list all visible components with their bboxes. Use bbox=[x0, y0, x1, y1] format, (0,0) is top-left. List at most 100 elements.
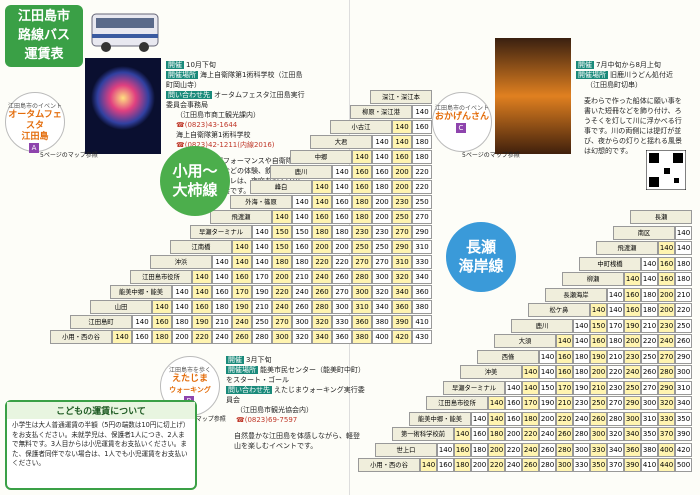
event-line: 問い合わせ先 オータムフェスタ江田島実行委員会事務局 bbox=[166, 90, 306, 110]
event-value: 海上自衛隊第1術科学校（江田島町岡山寺） bbox=[166, 71, 303, 89]
fare-cell: 360 bbox=[624, 442, 641, 457]
fare-cell: 380 bbox=[352, 330, 372, 344]
fare-cell: 220 bbox=[607, 365, 624, 379]
event-tel: ☎(0823)42-1211(内線2016) bbox=[176, 141, 275, 149]
fare-cell: 420 bbox=[392, 330, 412, 344]
fare-cell: 180 bbox=[488, 427, 505, 441]
fare-cell: 140 bbox=[675, 241, 692, 255]
fare-cell: 180 bbox=[332, 225, 352, 239]
fare-cell: 180 bbox=[607, 334, 624, 348]
fare-cell: 180 bbox=[352, 210, 372, 224]
fare-cell: 160 bbox=[152, 315, 172, 329]
fare-cell: 180 bbox=[172, 315, 192, 329]
fare-cell: 140 bbox=[573, 318, 590, 333]
fare-cell: 270 bbox=[412, 210, 432, 224]
fare-cell: 160 bbox=[505, 411, 522, 426]
fare-cell: 350 bbox=[590, 458, 607, 472]
fare-cell: 280 bbox=[252, 330, 272, 344]
fare-cell: 200 bbox=[272, 270, 292, 284]
fare-cell: 260 bbox=[292, 300, 312, 314]
event-key: 開催場所 bbox=[576, 71, 608, 79]
stop-label: 南区 bbox=[613, 225, 675, 240]
stop-label: 柳瀬 bbox=[562, 272, 624, 286]
fare-cell: 360 bbox=[332, 330, 352, 344]
fare-cell: 240 bbox=[658, 334, 675, 348]
fare-cell: 280 bbox=[556, 442, 573, 457]
fare-cell: 140 bbox=[372, 135, 392, 149]
stop-label: 江田島市役所 bbox=[426, 396, 488, 410]
fare-cell: 220 bbox=[675, 303, 692, 317]
qr-code bbox=[646, 150, 686, 190]
stop-label: 小用・西の谷 bbox=[50, 330, 112, 344]
fare-cell: 140 bbox=[505, 380, 522, 395]
fare-cell: 190 bbox=[539, 396, 556, 410]
fare-cell: 200 bbox=[372, 195, 392, 209]
event-tel: ☎(0823)43-1644 bbox=[176, 121, 238, 129]
stop-label: 早瀬ターミナル bbox=[190, 225, 252, 239]
fare-cell: 160 bbox=[437, 458, 454, 472]
event-name: えたじま bbox=[171, 374, 208, 384]
fare-cell: 270 bbox=[641, 380, 658, 395]
fare-cell: 140 bbox=[352, 150, 372, 164]
fare-cell: 140 bbox=[522, 365, 539, 379]
event-tel: ☎(0823)69-7597 bbox=[236, 416, 298, 424]
event-tag: 江田島市のイベント bbox=[7, 103, 62, 110]
fare-cell: 190 bbox=[252, 285, 272, 299]
fare-cell: 160 bbox=[505, 396, 522, 410]
fare-cell: 200 bbox=[372, 210, 392, 224]
fare-cell: 340 bbox=[675, 396, 692, 410]
stop-label: 沖美 bbox=[460, 365, 522, 379]
stop-label: 早瀬ターミナル bbox=[443, 380, 505, 395]
fare-cell: 140 bbox=[488, 411, 505, 426]
event-line: 開催 10月下旬 bbox=[166, 60, 306, 70]
fare-cell: 230 bbox=[658, 318, 675, 333]
stop-label: 能美中郷・能美 bbox=[409, 411, 471, 426]
fare-cell: 140 bbox=[152, 300, 172, 314]
fare-cell: 160 bbox=[352, 165, 372, 179]
event-desc: 自然豊かな江田島を体感しながら、軽登山を楽しむイベントです。 bbox=[234, 432, 360, 450]
fare-cell: 370 bbox=[607, 458, 624, 472]
fare-cell: 160 bbox=[332, 195, 352, 209]
fare-cell: 200 bbox=[392, 165, 412, 179]
fare-cell: 200 bbox=[539, 411, 556, 426]
event-line: 開催 7月中旬から8月上旬 bbox=[576, 60, 688, 70]
fare-cell: 260 bbox=[556, 427, 573, 441]
fare-cell: 350 bbox=[641, 427, 658, 441]
fare-cell: 200 bbox=[505, 427, 522, 441]
fare-cell: 140 bbox=[232, 240, 252, 254]
fare-cell: 190 bbox=[573, 380, 590, 395]
fare-cell: 350 bbox=[675, 411, 692, 426]
fare-cell: 170 bbox=[556, 380, 573, 395]
fare-cell: 360 bbox=[412, 285, 432, 299]
event-key: 開催 bbox=[166, 61, 184, 69]
fare-cell: 310 bbox=[412, 240, 432, 254]
fare-cell: 390 bbox=[675, 427, 692, 441]
event-sub: 海上自衛隊第1術科学校 bbox=[176, 131, 251, 139]
fare-cell: 300 bbox=[372, 270, 392, 284]
fare-cell: 280 bbox=[573, 427, 590, 441]
fare-cell: 160 bbox=[192, 300, 212, 314]
event-key: 問い合わせ先 bbox=[166, 91, 212, 99]
fare-cell: 190 bbox=[232, 300, 252, 314]
fare-cell: 160 bbox=[332, 210, 352, 224]
event-tag: 江田島市を歩く bbox=[168, 367, 211, 374]
fare-cell: 140 bbox=[573, 334, 590, 348]
fare-cell: 140 bbox=[392, 135, 412, 149]
stop-label: 深江・深江本 bbox=[370, 90, 432, 104]
fare-cell: 160 bbox=[590, 334, 607, 348]
fare-cell: 180 bbox=[372, 180, 392, 194]
fare-cell: 230 bbox=[573, 396, 590, 410]
fare-cell: 260 bbox=[590, 411, 607, 426]
fare-cell: 180 bbox=[272, 255, 292, 269]
event-value: オータムフェスタ江田島実行委員会事務局 bbox=[166, 91, 305, 109]
fare-cell: 240 bbox=[505, 458, 522, 472]
event-sub: （江田島町切串） bbox=[586, 81, 642, 89]
fare-cell: 250 bbox=[624, 380, 641, 395]
fare-cell: 260 bbox=[539, 442, 556, 457]
fare-cell: 160 bbox=[212, 285, 232, 299]
fare-cell: 260 bbox=[641, 365, 658, 379]
fare-cell: 140 bbox=[392, 120, 412, 134]
fare-cell: 300 bbox=[272, 330, 292, 344]
event-key: 開催 bbox=[226, 356, 244, 364]
title-line: 路線バス bbox=[17, 28, 70, 43]
